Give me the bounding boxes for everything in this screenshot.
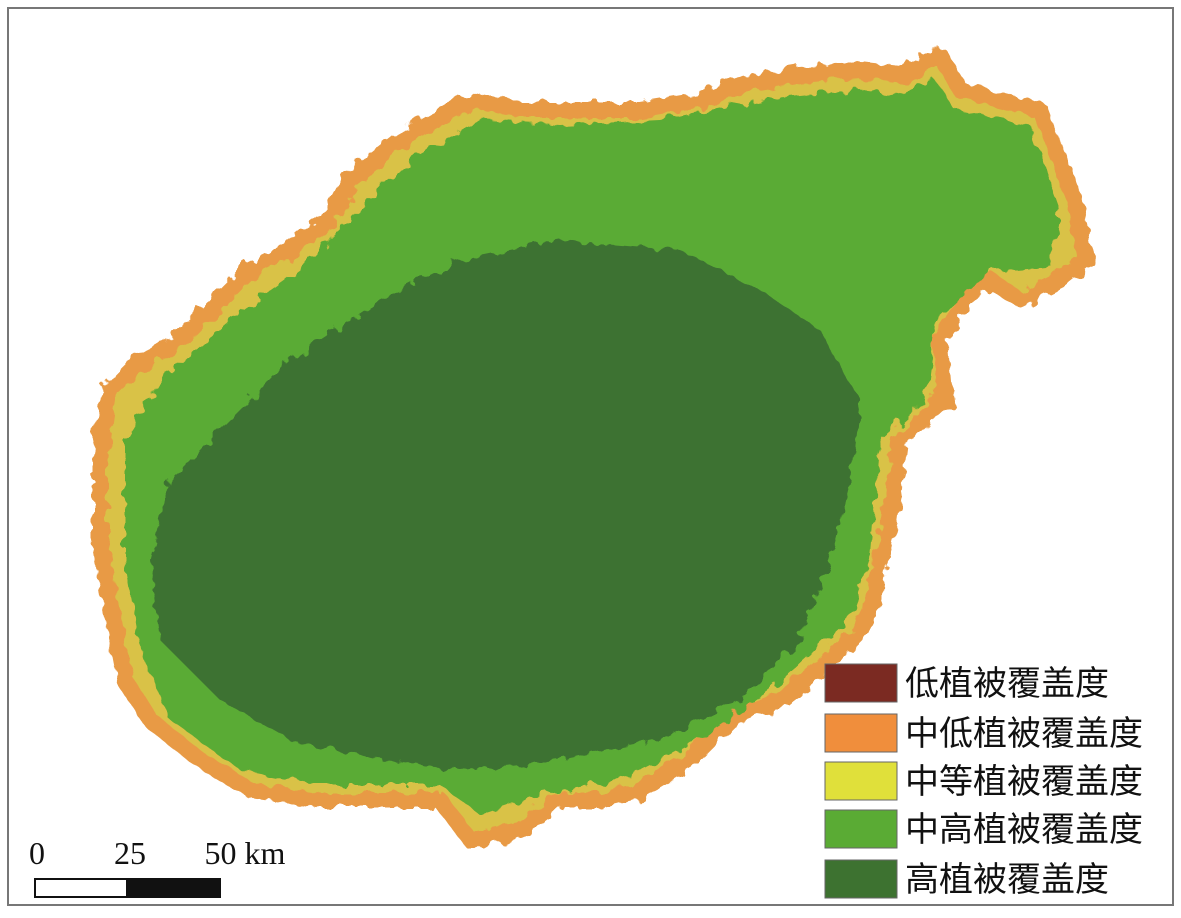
legend-label: 中等植被覆盖度 bbox=[905, 763, 1143, 801]
legend-label: 高植被覆盖度 bbox=[905, 861, 1109, 899]
legend-swatch bbox=[824, 663, 898, 703]
scale-label: 0 bbox=[29, 835, 45, 871]
legend-swatch bbox=[824, 809, 898, 849]
scale-segment bbox=[34, 878, 128, 898]
island bbox=[92, 47, 1093, 848]
scale-segment bbox=[126, 878, 221, 898]
scale-bar: 0 25 50 km bbox=[29, 835, 286, 898]
scale-label: 50 km bbox=[205, 835, 286, 871]
legend-swatch bbox=[824, 713, 898, 753]
legend-label: 中高植被覆盖度 bbox=[905, 811, 1143, 849]
legend-swatch bbox=[824, 859, 898, 899]
scale-label: 25 bbox=[114, 835, 146, 871]
legend-swatch bbox=[824, 761, 898, 801]
legend-label: 低植被覆盖度 bbox=[905, 665, 1109, 703]
island-core bbox=[150, 240, 860, 770]
legend-label: 中低植被覆盖度 bbox=[905, 715, 1143, 753]
